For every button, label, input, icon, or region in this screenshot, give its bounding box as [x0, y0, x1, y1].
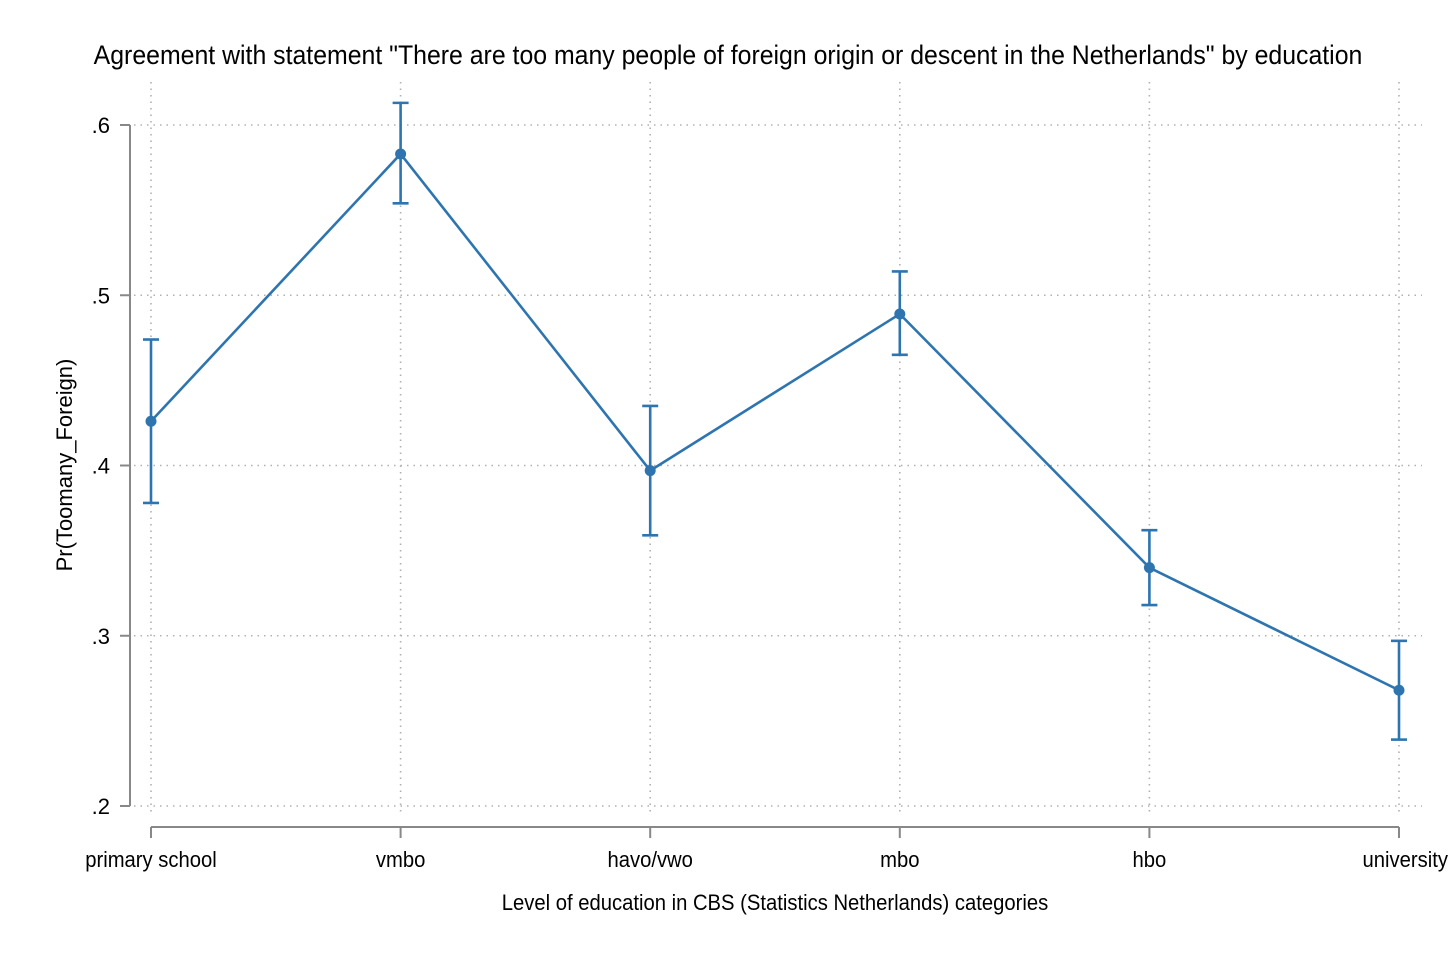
- x-axis-label: Level of education in CBS (Statistics Ne…: [502, 891, 1048, 915]
- x-tick-label: university: [1363, 848, 1449, 872]
- y-tick-label: .3: [92, 624, 110, 649]
- data-point: [644, 465, 656, 477]
- y-tick-label: .6: [92, 113, 110, 138]
- chart-title: Agreement with statement "There are too …: [93, 40, 1363, 70]
- x-tick-label: mbo: [880, 848, 919, 872]
- y-tick-label: .4: [92, 454, 110, 479]
- series-line: [150, 152, 1400, 692]
- y-tick-label: .2: [92, 794, 110, 819]
- data-point: [1393, 684, 1405, 696]
- x-tick-label: havo/vwo: [607, 848, 692, 872]
- x-tick-label: vmbo: [376, 848, 425, 872]
- data-point: [145, 415, 157, 427]
- x-tick-label: hbo: [1133, 848, 1167, 872]
- grid: [134, 82, 1422, 815]
- series: [143, 101, 1407, 741]
- y-axis-label: Pr(Toomany_Foreign): [52, 359, 77, 572]
- data-point: [894, 308, 906, 320]
- y-tick-label: .5: [92, 283, 110, 308]
- axes: .2 .3 .4 .5 .6 primary school vmbo havo/vwo mbo h…: [85, 113, 1448, 872]
- labels: Level of education in CBS (Statistics Ne…: [52, 359, 1048, 916]
- data-point: [1143, 562, 1155, 574]
- data-point: [395, 148, 407, 160]
- x-tick-label: primary school: [85, 848, 217, 872]
